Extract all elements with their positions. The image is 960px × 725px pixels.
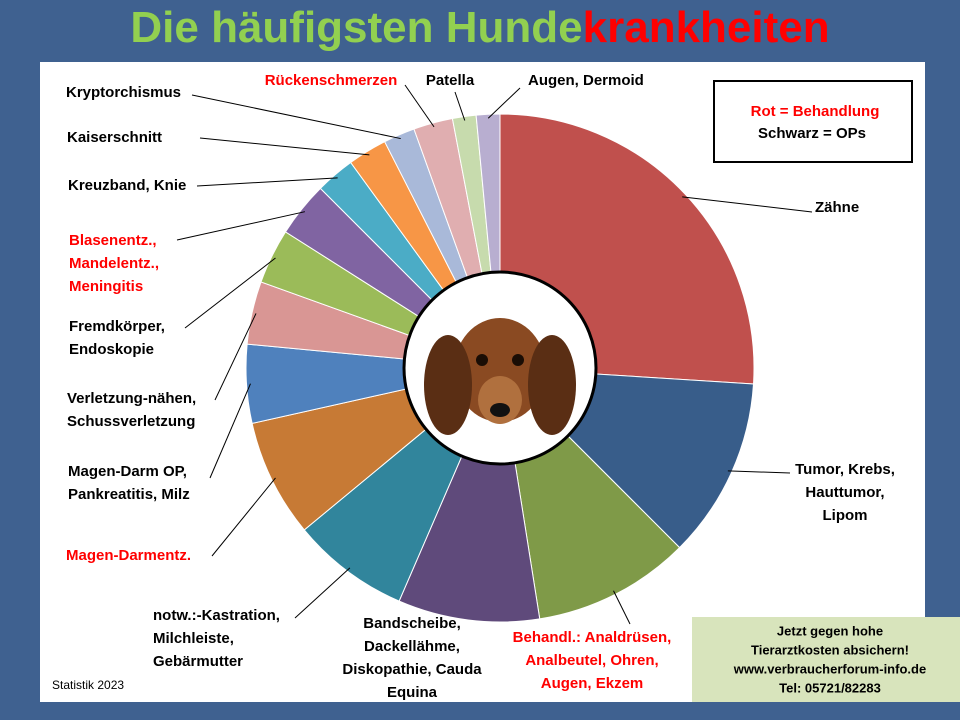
segment-label: Kryptorchismus — [66, 84, 181, 101]
segment-label: Endoskopie — [69, 341, 154, 358]
leader-line — [199, 137, 370, 156]
leader-line — [613, 590, 631, 625]
promo-line: Tel: 05721/82283 — [779, 680, 881, 695]
segment-label: Schussverletzung — [67, 413, 195, 430]
leader-line — [454, 91, 466, 121]
segment-label: Tumor, Krebs, — [795, 461, 895, 478]
segment-label: Mandelentz., — [69, 255, 159, 272]
segment-label: Augen, Dermoid — [528, 72, 644, 89]
segment-label: Hauttumor, — [805, 484, 884, 501]
legend-box — [713, 80, 913, 163]
segment-label: Kreuzband, Knie — [68, 177, 186, 194]
legend-entry: Schwarz = OPs — [758, 125, 866, 142]
promo-line: Tierarztkosten absichern! — [751, 642, 909, 657]
leader-line — [487, 87, 521, 119]
segment-label: Patella — [426, 72, 475, 89]
leader-line — [176, 211, 306, 241]
footnote: Statistik 2023 — [52, 678, 124, 692]
title-part: Die häufigsten Hunde — [130, 3, 582, 52]
leader-line — [214, 313, 257, 401]
title-part: krankheiten — [583, 3, 830, 52]
segment-label: notw.:-Kastration, — [153, 607, 280, 624]
segment-label: Verletzung-nähen, — [67, 390, 196, 407]
segment-label: Bandscheibe, — [363, 615, 461, 632]
segment-label: Kaiserschnitt — [67, 129, 162, 146]
leader-line — [191, 94, 401, 140]
segment-label: Behandl.: Analdrüsen, — [513, 629, 672, 646]
dog-photo — [402, 270, 598, 466]
segment-label: Magen-Darm OP, — [68, 463, 187, 480]
segment-label: Dackellähme, — [364, 638, 460, 655]
segment-label: Rückenschmerzen — [265, 72, 398, 89]
segment-label: Gebärmutter — [153, 653, 243, 670]
segment-label: Analbeutel, Ohren, — [525, 652, 658, 669]
donut — [245, 113, 755, 623]
leader-line — [196, 177, 338, 187]
leader-line — [294, 567, 351, 619]
promo-line: Jetzt gegen hohe — [777, 623, 883, 638]
leader-line — [209, 383, 251, 479]
promo: Jetzt gegen hohe Tierarztkosten absichern… — [733, 623, 926, 695]
segment-label: Meningitis — [69, 278, 143, 295]
leader-line — [404, 84, 435, 128]
segment-label: Fremdkörper, — [69, 318, 165, 335]
leader-line — [184, 257, 276, 329]
segment-label: Magen-Darmentz. — [66, 547, 191, 564]
segment-label: Blasenentz., — [69, 232, 157, 249]
segment-label: Lipom — [823, 507, 868, 524]
promo-line: www.verbraucherforum-info.de — [733, 661, 926, 676]
segment-label: Augen, Ekzem — [541, 675, 644, 692]
segment-label: Equina — [387, 684, 438, 701]
leader-line — [682, 196, 813, 213]
chart-title: Die häufigsten Hundekrankheiten — [130, 3, 829, 52]
leader-line — [727, 470, 791, 474]
segment-label: Pankreatitis, Milz — [68, 486, 190, 503]
segment-label: Milchleiste, — [153, 630, 234, 647]
leader-line — [211, 477, 276, 557]
segment-label: Diskopathie, Cauda — [342, 661, 482, 678]
legend-entry: Rot = Behandlung — [751, 103, 880, 120]
promo-box — [692, 617, 960, 702]
segment-label: Zähne — [815, 199, 859, 216]
